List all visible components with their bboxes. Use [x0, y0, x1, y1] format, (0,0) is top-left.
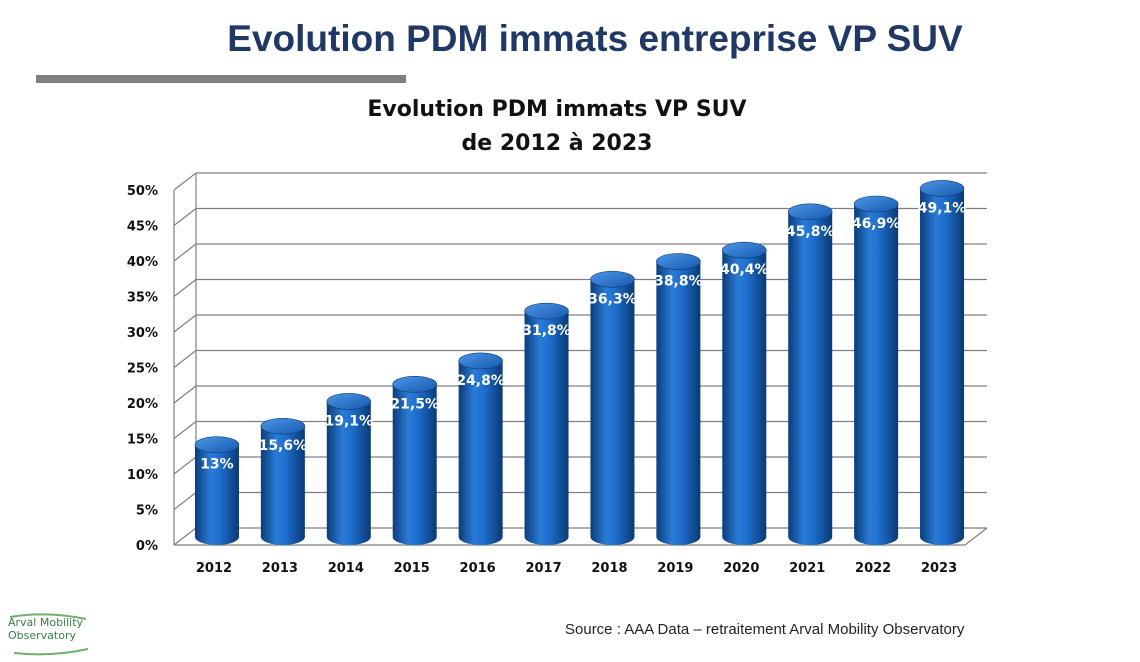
bar-cap — [721, 241, 767, 259]
bar-body — [326, 401, 371, 545]
bar-body — [458, 360, 503, 545]
bar-body — [722, 250, 767, 545]
data-label: 13% — [200, 457, 234, 473]
data-label: 31,8% — [522, 323, 571, 339]
bar — [260, 417, 306, 545]
data-label: 21,5% — [390, 396, 439, 412]
x-tick-label: 2023 — [921, 561, 957, 576]
bar-cap — [656, 253, 701, 270]
bar-cap — [458, 352, 503, 370]
logo-text-line-2: Observatory — [8, 629, 76, 642]
y-tick-label: 0% — [136, 539, 158, 554]
logo-text-line-1: Arval Mobility — [8, 616, 84, 629]
data-label: 49,1% — [918, 200, 967, 216]
chart-title-line-2: de 2012 à 2023 — [462, 131, 653, 156]
y-tick-label: 20% — [127, 397, 158, 412]
y-tick-label: 30% — [127, 326, 158, 341]
data-label: 19,1% — [325, 413, 374, 429]
x-tick-label: 2014 — [328, 561, 364, 576]
y-tick-label: 45% — [127, 220, 158, 235]
gridline-depth — [173, 350, 197, 368]
data-label: 24,8% — [456, 373, 505, 389]
bar-cap — [919, 180, 965, 197]
gridline-depth — [173, 421, 197, 439]
gridline-depth — [173, 314, 197, 333]
x-tick-label: 2012 — [196, 561, 232, 576]
data-label: 45,8% — [786, 224, 835, 240]
bar-body — [788, 211, 833, 545]
bar — [853, 195, 899, 545]
x-tick-label: 2018 — [591, 561, 627, 576]
bar-body — [524, 311, 569, 545]
bar-body — [854, 204, 899, 545]
bar-body — [920, 188, 965, 545]
page-title: Evolution PDM immats entreprise VP SUV — [227, 18, 963, 59]
gridline-depth — [173, 172, 197, 191]
data-label: 46,9% — [852, 216, 901, 232]
gridline-depth — [173, 243, 197, 262]
bar — [458, 352, 503, 545]
floor-right-edge — [964, 527, 988, 546]
y-tick-label: 10% — [127, 468, 158, 483]
y-tick-label: 50% — [127, 184, 158, 199]
y-tick-label: 35% — [127, 291, 158, 306]
logo-swoosh-icon — [9, 613, 89, 656]
y-tick-label: 40% — [127, 255, 158, 270]
bar — [194, 436, 240, 545]
bar — [524, 302, 569, 545]
gridline-depth — [173, 492, 197, 510]
x-tick-label: 2022 — [855, 561, 891, 576]
bar — [656, 253, 701, 545]
data-label: 15,6% — [259, 438, 308, 454]
bar-cap — [787, 203, 833, 221]
gridline-depth — [173, 279, 197, 297]
bar-cap — [326, 393, 372, 410]
bar-body — [194, 444, 239, 545]
y-tick-label: 25% — [127, 362, 158, 377]
bar-cap — [853, 195, 899, 213]
bar-body — [392, 384, 437, 545]
bar-cap — [392, 376, 438, 393]
bar-body — [260, 426, 305, 545]
bar-cap — [194, 436, 240, 454]
arval-logo: Arval Mobility Observatory — [6, 613, 96, 659]
bar — [787, 203, 833, 545]
bar — [721, 241, 767, 545]
x-tick-label: 2020 — [723, 561, 759, 576]
bar — [590, 270, 635, 545]
chart-title-line-1: Evolution PDM immats VP SUV — [367, 97, 746, 122]
data-label: 36,3% — [588, 291, 637, 307]
x-tick-label: 2015 — [394, 561, 430, 576]
bar — [326, 393, 372, 545]
data-label: 38,8% — [654, 274, 703, 290]
x-tick-label: 2017 — [525, 561, 561, 576]
x-tick-label: 2013 — [262, 561, 298, 576]
x-tick-label: 2021 — [789, 561, 825, 576]
bar-cap — [590, 270, 635, 288]
bar-chart: Evolution PDM immats VP SUV de 2012 à 20… — [127, 97, 988, 576]
bar-body — [590, 279, 635, 545]
gridline-depth — [173, 385, 197, 404]
y-tick-label: 5% — [136, 504, 158, 519]
x-tick-label: 2016 — [460, 561, 496, 576]
x-tick-label: 2019 — [657, 561, 693, 576]
gridline-depth — [173, 456, 197, 475]
source-note: Source : AAA Data – retraitement Arval M… — [565, 621, 965, 638]
bar-body — [656, 261, 701, 545]
bar — [392, 376, 438, 545]
y-tick-label: 15% — [127, 433, 158, 448]
gridline-depth — [173, 208, 197, 226]
bar-cap — [524, 302, 569, 320]
data-label: 40,4% — [720, 262, 769, 278]
gridline-depth — [173, 527, 197, 546]
title-underline — [36, 75, 406, 83]
bar-cap — [260, 417, 306, 435]
bar — [919, 180, 965, 545]
